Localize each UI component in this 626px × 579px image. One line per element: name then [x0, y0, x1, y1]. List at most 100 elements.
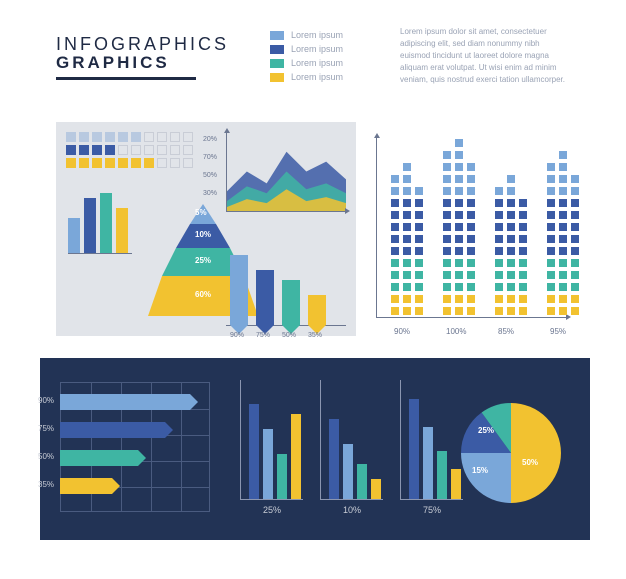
dot-cell [443, 151, 451, 159]
dot-cell [443, 235, 451, 243]
sq-cell [131, 145, 141, 155]
hbar-ylabel: 50% [38, 452, 54, 461]
dot-cell [571, 223, 579, 231]
sq-cell [131, 158, 141, 168]
dot-cell [391, 307, 399, 315]
dot-cell [443, 187, 451, 195]
dot-cell [495, 211, 503, 219]
dots-column [507, 173, 515, 317]
sq-cell [66, 145, 76, 155]
arrow-bar [230, 255, 248, 325]
dot-cell [495, 235, 503, 243]
dot-cell [467, 235, 475, 243]
sq-cell [157, 145, 167, 155]
dots-column [467, 161, 475, 317]
legend-item: Lorem ipsum [270, 58, 343, 68]
vset-xlabel: 75% [423, 505, 441, 515]
dot-cell [403, 235, 411, 243]
dot-cell [559, 271, 567, 279]
dot-cell [443, 223, 451, 231]
dot-cell [559, 175, 567, 183]
dot-cell [559, 307, 567, 315]
dot-cell [455, 283, 463, 291]
dot-cell [559, 259, 567, 267]
dot-cell [507, 199, 515, 207]
dot-cell [495, 259, 503, 267]
dots-xlabel: 90% [394, 327, 410, 336]
small-bar [116, 208, 128, 253]
dot-cell [495, 199, 503, 207]
dot-cell [507, 211, 515, 219]
dot-cell [547, 247, 555, 255]
legend-swatch [270, 45, 284, 54]
area-chart: 20%70%50%30% [226, 132, 346, 212]
dot-cell [467, 187, 475, 195]
legend-swatch [270, 73, 284, 82]
dot-cell [547, 283, 555, 291]
dot-cell [403, 295, 411, 303]
dot-cell [455, 139, 463, 147]
dot-cell [507, 175, 515, 183]
dot-cell [403, 223, 411, 231]
title-line2: GRAPHICS [56, 53, 229, 73]
dot-cell [467, 307, 475, 315]
dot-cell [415, 223, 423, 231]
sq-cell [183, 145, 193, 155]
dots-column [559, 149, 567, 317]
sq-cell [170, 158, 180, 168]
vertical-bar-group: 25% [240, 380, 303, 500]
vertical-bar [249, 404, 259, 499]
dot-cell [403, 247, 411, 255]
area-ytick: 30% [203, 190, 217, 197]
dot-cell [519, 283, 527, 291]
dot-cell [547, 271, 555, 279]
dot-cell [391, 259, 399, 267]
vertical-bar [277, 454, 287, 499]
hbar-ylabel: 90% [38, 396, 54, 405]
sq-cell [79, 145, 89, 155]
dot-cell [415, 247, 423, 255]
dot-cell [391, 235, 399, 243]
dot-cell [571, 259, 579, 267]
dot-cell [559, 211, 567, 219]
dot-cell [547, 175, 555, 183]
pie-label: 15% [472, 466, 488, 475]
dot-cell [467, 247, 475, 255]
dot-cell [507, 295, 515, 303]
dot-cell [455, 307, 463, 315]
sq-cell [79, 158, 89, 168]
dot-cell [559, 295, 567, 303]
dots-axis [376, 138, 566, 318]
vertical-bar [423, 427, 433, 499]
dot-cell [415, 271, 423, 279]
dot-cell [391, 187, 399, 195]
dot-cell [443, 175, 451, 183]
dots-column [443, 149, 451, 317]
vertical-bar [329, 419, 339, 499]
vertical-bar-group: 10% [320, 380, 383, 500]
dot-cell [403, 175, 411, 183]
dot-cell [443, 211, 451, 219]
dot-cell [455, 199, 463, 207]
sq-cell [118, 158, 128, 168]
dot-cell [415, 307, 423, 315]
vertical-bar [357, 464, 367, 499]
dot-cell [519, 235, 527, 243]
title-line1: INFOGRAPHICS [56, 34, 229, 55]
sq-cell [105, 145, 115, 155]
sqrow-row [66, 158, 196, 168]
sq-cell [131, 132, 141, 142]
dot-cell [455, 211, 463, 219]
dot-cell [519, 295, 527, 303]
dot-cell [443, 259, 451, 267]
vertical-bar [409, 399, 419, 499]
hbar-row [60, 478, 112, 494]
dot-cell [455, 175, 463, 183]
hbar-row [60, 422, 165, 438]
sq-cell [105, 158, 115, 168]
dot-cell [571, 307, 579, 315]
sq-cell [144, 145, 154, 155]
dot-cell [559, 163, 567, 171]
dot-cell [443, 271, 451, 279]
dots-column [391, 173, 399, 317]
